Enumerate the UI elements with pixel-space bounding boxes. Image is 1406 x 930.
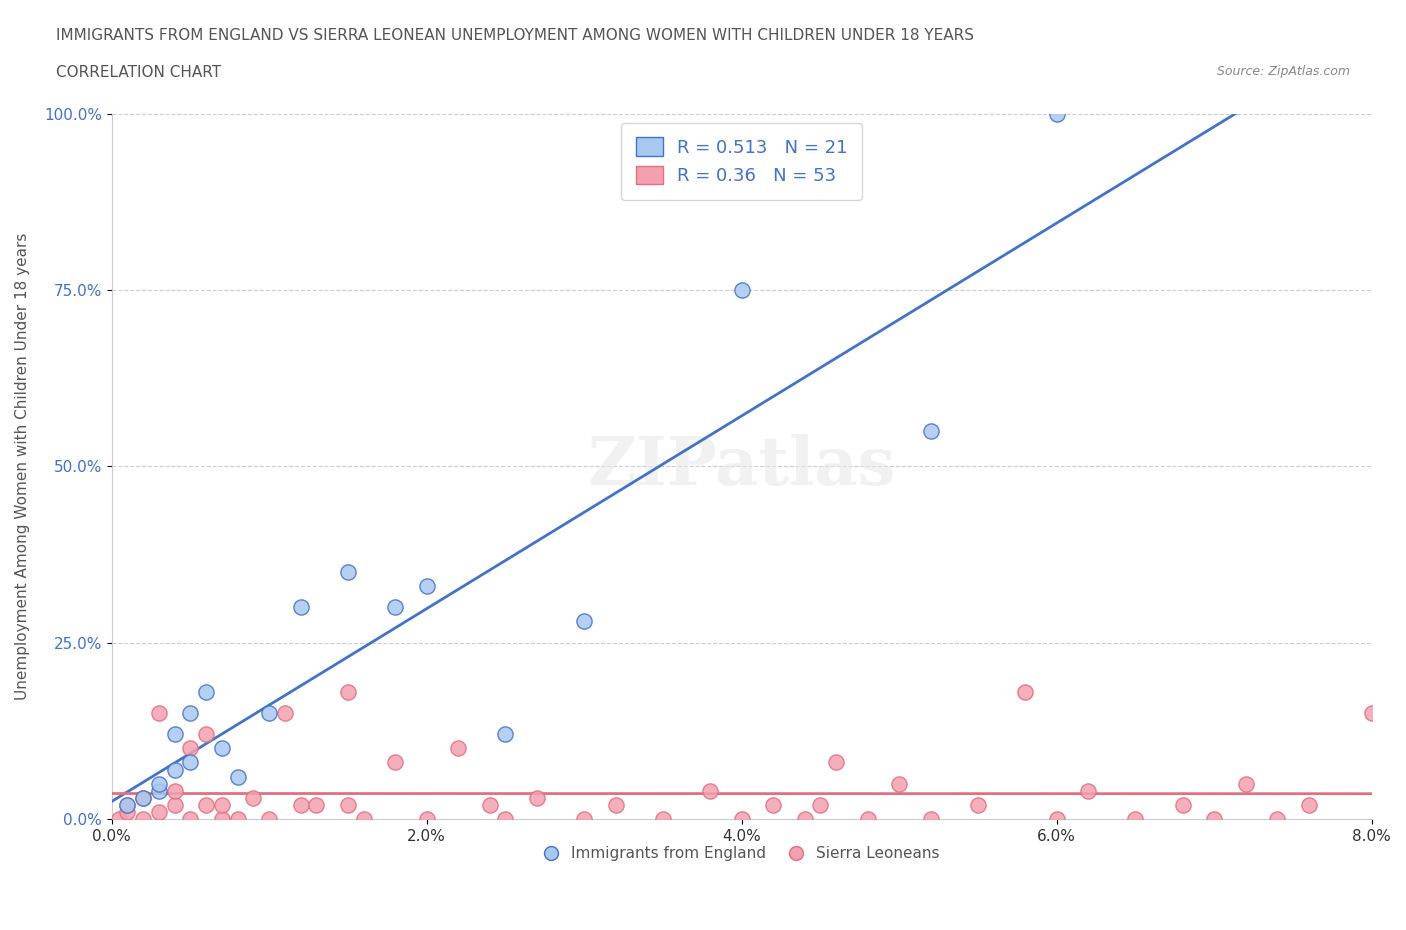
Point bbox=[163, 783, 186, 798]
Point bbox=[526, 790, 548, 805]
Point bbox=[226, 769, 249, 784]
Point bbox=[163, 797, 186, 812]
Point bbox=[1014, 684, 1036, 699]
Point bbox=[1361, 706, 1384, 721]
Point bbox=[1171, 797, 1194, 812]
Text: Source: ZipAtlas.com: Source: ZipAtlas.com bbox=[1216, 65, 1350, 78]
Point bbox=[1204, 811, 1226, 826]
Point bbox=[1046, 107, 1069, 122]
Point bbox=[415, 578, 437, 593]
Point bbox=[211, 797, 233, 812]
Text: IMMIGRANTS FROM ENGLAND VS SIERRA LEONEAN UNEMPLOYMENT AMONG WOMEN WITH CHILDREN: IMMIGRANTS FROM ENGLAND VS SIERRA LEONEA… bbox=[56, 28, 974, 43]
Point bbox=[179, 741, 201, 756]
Point bbox=[336, 565, 359, 579]
Point bbox=[966, 797, 988, 812]
Point bbox=[290, 600, 312, 615]
Point bbox=[179, 755, 201, 770]
Point bbox=[856, 811, 879, 826]
Point bbox=[1298, 797, 1320, 812]
Point bbox=[179, 706, 201, 721]
Point bbox=[242, 790, 264, 805]
Point bbox=[793, 811, 815, 826]
Point bbox=[257, 706, 280, 721]
Point bbox=[825, 755, 848, 770]
Point bbox=[195, 684, 218, 699]
Point bbox=[447, 741, 470, 756]
Point bbox=[572, 811, 595, 826]
Point bbox=[117, 797, 139, 812]
Point bbox=[211, 811, 233, 826]
Point bbox=[605, 797, 627, 812]
Point bbox=[179, 811, 201, 826]
Point bbox=[1125, 811, 1147, 826]
Point bbox=[494, 727, 516, 742]
Point bbox=[1046, 811, 1069, 826]
Point bbox=[384, 755, 406, 770]
Legend: Immigrants from England, Sierra Leoneans: Immigrants from England, Sierra Leoneans bbox=[537, 841, 946, 868]
Point bbox=[148, 783, 170, 798]
Point bbox=[148, 804, 170, 819]
Point bbox=[384, 600, 406, 615]
Point bbox=[132, 790, 155, 805]
Point bbox=[195, 797, 218, 812]
Point bbox=[1234, 777, 1257, 791]
Y-axis label: Unemployment Among Women with Children Under 18 years: Unemployment Among Women with Children U… bbox=[15, 232, 30, 700]
Point bbox=[211, 741, 233, 756]
Point bbox=[132, 811, 155, 826]
Point bbox=[415, 811, 437, 826]
Point bbox=[651, 811, 673, 826]
Point bbox=[699, 783, 721, 798]
Point bbox=[274, 706, 297, 721]
Point bbox=[762, 797, 785, 812]
Point bbox=[478, 797, 501, 812]
Point bbox=[1077, 783, 1099, 798]
Point bbox=[290, 797, 312, 812]
Text: CORRELATION CHART: CORRELATION CHART bbox=[56, 65, 221, 80]
Point bbox=[117, 804, 139, 819]
Point bbox=[730, 811, 752, 826]
Point bbox=[108, 811, 131, 826]
Point bbox=[336, 684, 359, 699]
Point bbox=[117, 797, 139, 812]
Point bbox=[887, 777, 910, 791]
Point bbox=[257, 811, 280, 826]
Point bbox=[920, 424, 942, 439]
Text: ZIPatlas: ZIPatlas bbox=[588, 434, 896, 498]
Point bbox=[132, 790, 155, 805]
Point bbox=[1265, 811, 1288, 826]
Point bbox=[163, 727, 186, 742]
Point bbox=[730, 283, 752, 298]
Point bbox=[226, 811, 249, 826]
Point bbox=[148, 706, 170, 721]
Point bbox=[494, 811, 516, 826]
Point bbox=[920, 811, 942, 826]
Point bbox=[305, 797, 328, 812]
Point bbox=[572, 614, 595, 629]
Point bbox=[195, 727, 218, 742]
Point bbox=[808, 797, 831, 812]
Point bbox=[163, 762, 186, 777]
Point bbox=[148, 777, 170, 791]
Point bbox=[336, 797, 359, 812]
Point bbox=[353, 811, 375, 826]
